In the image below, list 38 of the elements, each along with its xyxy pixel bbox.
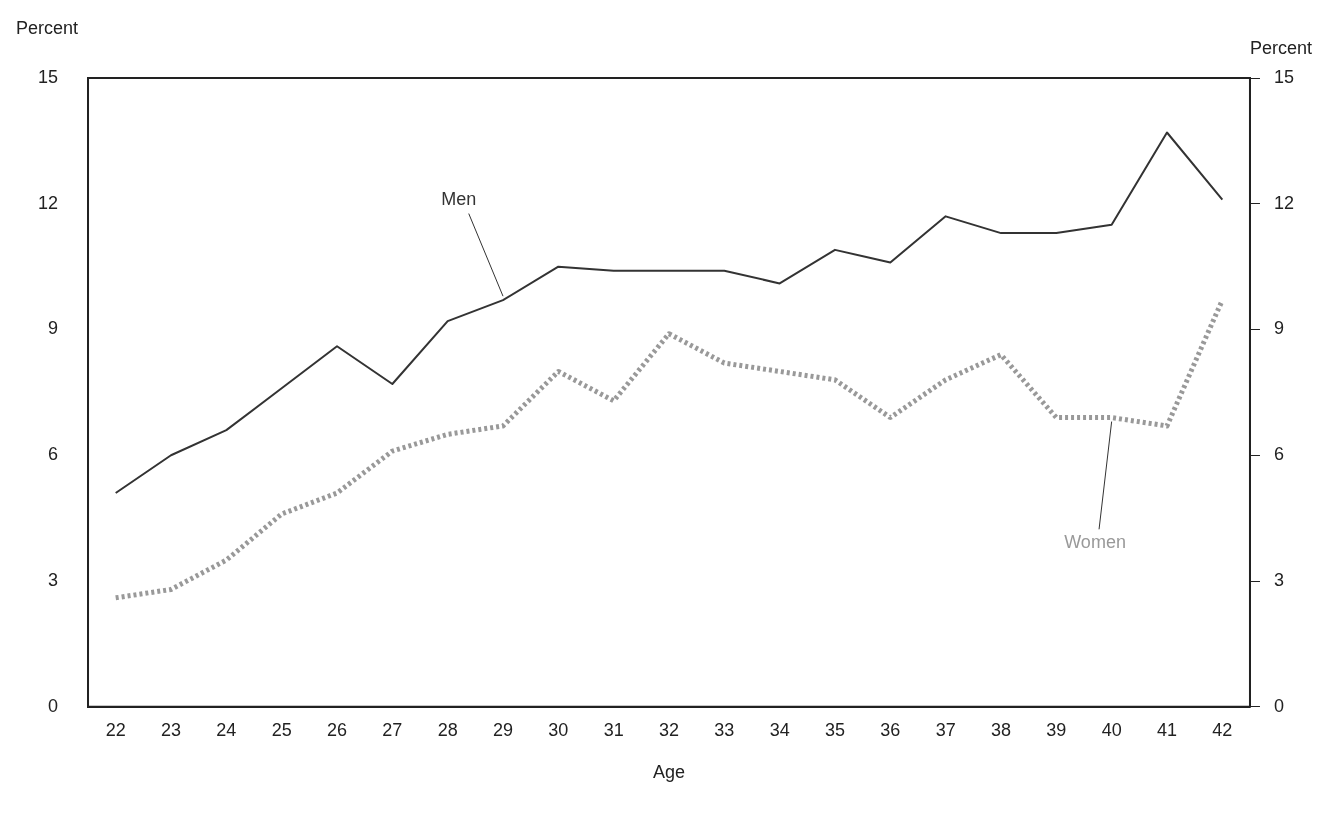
x-tick-label: 28	[437, 719, 458, 740]
y-tick-label: 0	[48, 695, 59, 716]
y-tick-label: 9	[48, 318, 59, 339]
x-tick-label: 42	[1212, 719, 1233, 740]
text: Men	[441, 188, 477, 209]
y2-tick-label: 15	[1273, 66, 1295, 87]
x-tick-label: 30	[548, 719, 569, 740]
y2-axis-title: Percent	[1249, 37, 1312, 58]
x-tick-label: 25	[271, 719, 292, 740]
y2-tick-label: 3	[1273, 570, 1284, 591]
x-tick-label: 39	[1046, 719, 1067, 740]
y2-tick-label: 0	[1273, 695, 1284, 716]
x-tick-label: 33	[714, 719, 735, 740]
x-tick-label: 24	[216, 719, 237, 740]
y2-tick-label: 6	[1273, 444, 1284, 465]
x-tick-label: 35	[824, 719, 846, 740]
x-tick-label: 23	[161, 719, 182, 740]
x-tick-label: 36	[880, 719, 901, 740]
x-tick-label: 29	[492, 719, 514, 740]
text: Women	[1064, 532, 1126, 553]
x-tick-label: 40	[1101, 719, 1122, 740]
y2-tick-label: 9	[1273, 318, 1284, 339]
x-tick-label: 37	[935, 719, 956, 740]
x-axis-title: Age	[652, 762, 686, 783]
y-tick-label: 12	[37, 192, 59, 213]
x-tick-label: 27	[382, 719, 403, 740]
x-tick-label: 26	[327, 719, 348, 740]
y2-tick-label: 12	[1273, 192, 1295, 213]
x-tick-label: 34	[769, 719, 790, 740]
x-tick-label: 31	[603, 719, 624, 740]
x-tick-label: 41	[1156, 719, 1177, 740]
x-tick-label: 38	[990, 719, 1011, 740]
x-tick-label: 32	[658, 719, 680, 740]
y-tick-label: 15	[37, 66, 59, 87]
x-tick-label: 22	[105, 719, 126, 740]
y-tick-label: 3	[48, 570, 59, 591]
y-axis-title: Percent	[16, 17, 79, 38]
y-tick-label: 6	[48, 444, 59, 465]
